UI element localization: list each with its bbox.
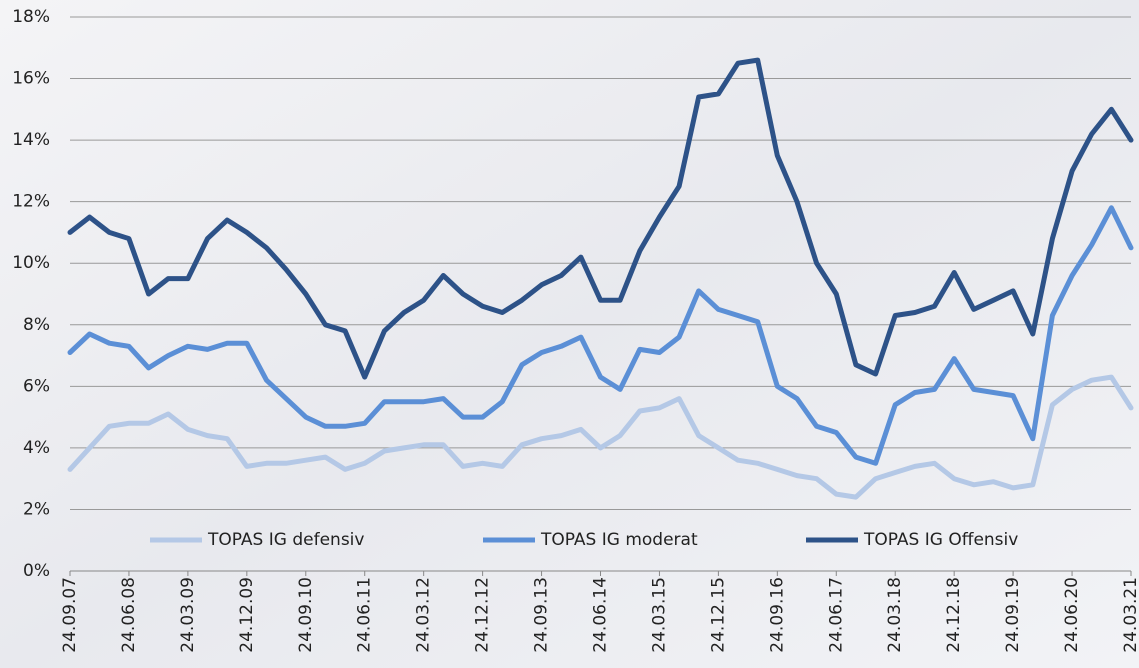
x-tick-label: 24.09.10 [296, 577, 316, 653]
legend-label: TOPAS IG Offensiv [863, 530, 1018, 550]
x-tick-label: 24.03.12 [414, 577, 434, 653]
x-tick-label: 24.03.15 [649, 577, 669, 653]
x-tick-label: 24.12.18 [944, 577, 964, 653]
y-tick-label: 8% [23, 315, 50, 335]
x-tick-label: 24.12.15 [708, 577, 728, 653]
y-tick-label: 10% [12, 253, 50, 273]
y-tick-label: 18% [12, 7, 50, 27]
y-tick-label: 6% [23, 376, 50, 396]
x-tick-label: 24.09.13 [532, 577, 552, 653]
legend-label: TOPAS IG moderat [540, 530, 698, 550]
x-tick-label: 24.09.16 [767, 577, 787, 653]
x-tick-label: 24.03.09 [178, 577, 198, 653]
y-tick-label: 2% [23, 499, 50, 519]
legend-label: TOPAS IG defensiv [207, 530, 364, 550]
x-tick-label: 24.06.17 [826, 577, 846, 653]
y-tick-label: 14% [12, 130, 50, 150]
series-line [67, 205, 1134, 466]
x-tick-label: 24.03.21 [1121, 577, 1139, 653]
x-tick-label: 24.12.12 [473, 577, 493, 653]
y-tick-label: 16% [12, 69, 50, 89]
x-tick-label: 24.06.11 [355, 577, 375, 653]
x-tick-label: 24.12.09 [237, 577, 257, 653]
y-tick-label: 12% [12, 192, 50, 212]
series-line [67, 57, 1134, 380]
x-tick-label: 24.09.19 [1003, 577, 1023, 653]
x-tick-label: 24.06.08 [119, 577, 139, 653]
x-tick-label: 24.06.14 [591, 577, 611, 653]
x-tick-label: 24.03.18 [885, 577, 905, 653]
y-tick-label: 4% [23, 438, 50, 458]
x-tick-label: 24.06.20 [1062, 577, 1082, 653]
x-tick-label: 24.09.07 [60, 577, 80, 653]
y-tick-label: 0% [23, 561, 50, 581]
series-line [67, 374, 1134, 500]
